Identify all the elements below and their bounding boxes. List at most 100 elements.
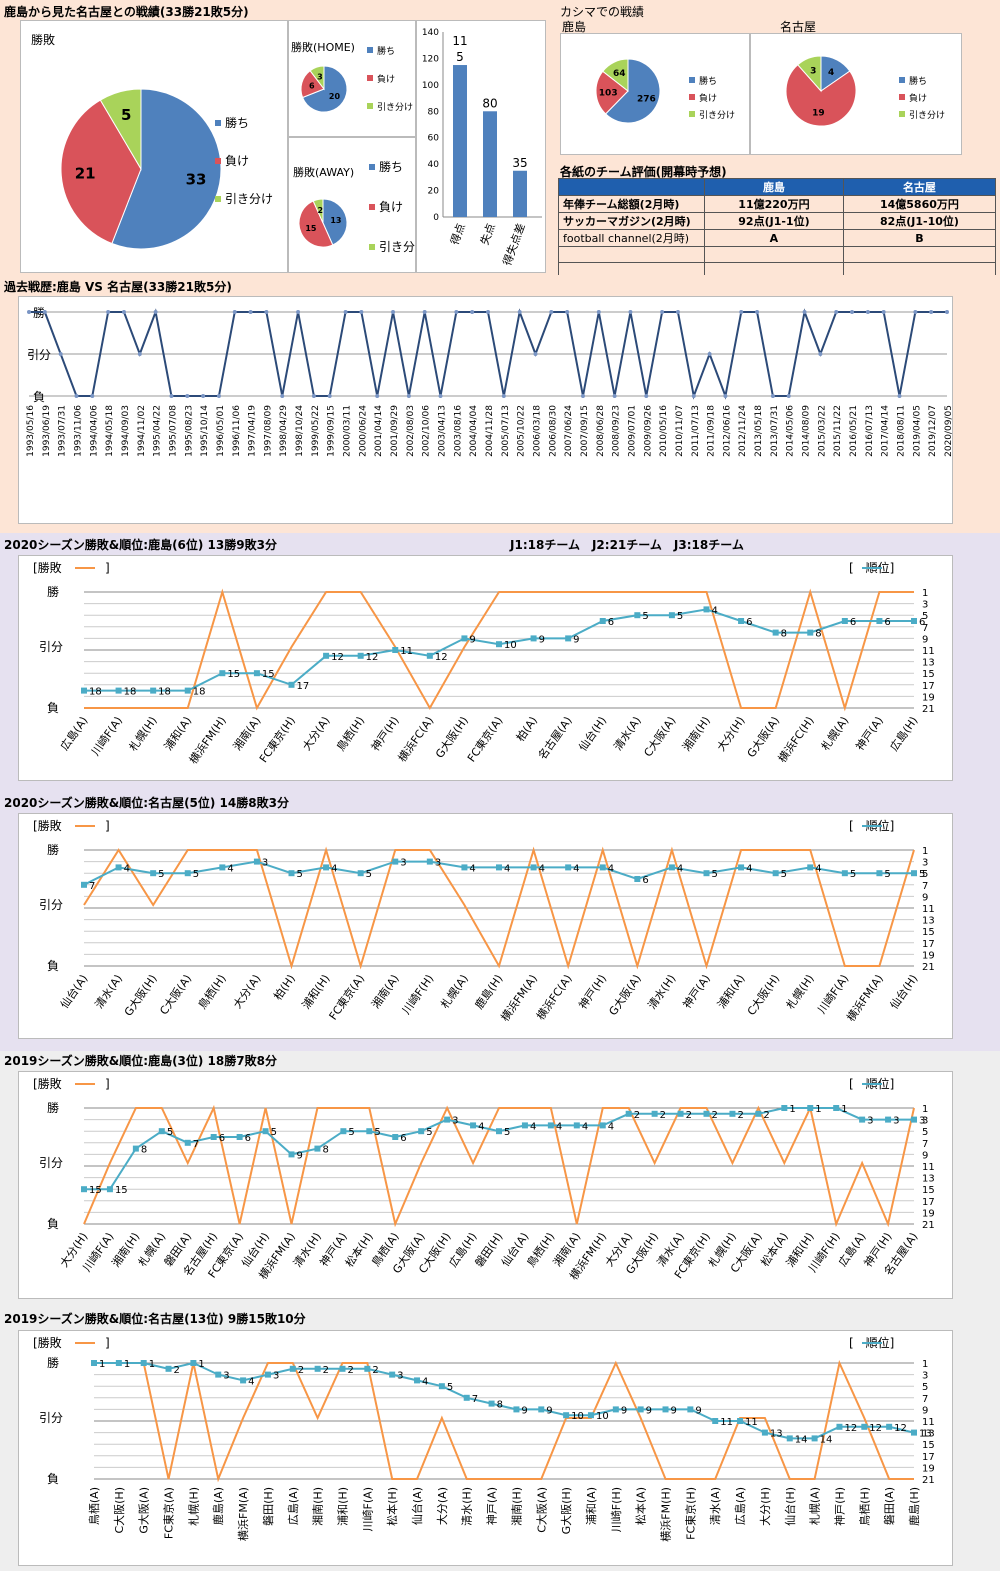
pie-slice-label: 20	[329, 92, 341, 101]
pie-slice	[301, 65, 348, 113]
rank-point	[444, 1116, 451, 1123]
rank-data-label: 8	[322, 1145, 328, 1156]
category-label: 柏(H)	[271, 972, 298, 1003]
eval-cell: A	[704, 229, 844, 247]
category-label: G大阪(H)	[121, 972, 160, 1019]
category-label: 広島(A)	[57, 714, 90, 753]
rank-data-label: 1	[149, 1359, 155, 1370]
legend-label: 負け	[377, 73, 395, 85]
legend-result-label: [勝敗	[33, 1076, 62, 1091]
evaluation-table: 鹿島 名古屋 年俸チーム総額(2月時) 11億220万円 14億5860万円 サッカーマ…	[558, 178, 997, 279]
pie-slice	[595, 70, 629, 115]
rank-data-label: 10	[596, 1411, 609, 1422]
rank-data-label: 6	[642, 875, 648, 886]
history-point	[106, 310, 111, 314]
rank-data-label: 15	[227, 669, 240, 680]
rank-tick: 1	[922, 588, 928, 599]
result-line	[84, 588, 914, 712]
rank-point	[886, 1423, 893, 1430]
category-label: 浦和(H)	[300, 972, 333, 1011]
legend-swatch	[689, 111, 695, 117]
rank-data-label: 8	[781, 629, 787, 640]
legend-swatch	[367, 47, 373, 53]
rank-data-label: 6	[400, 1133, 406, 1144]
rank-data-label: 17	[297, 681, 310, 692]
legend-swatch	[215, 120, 221, 126]
rank-point	[859, 1116, 866, 1123]
rank-point	[530, 635, 537, 642]
category-label: 広島(H)	[887, 714, 921, 754]
category-label: 神戸(A)	[680, 972, 713, 1011]
goals-bar	[513, 170, 527, 217]
rank-point	[772, 629, 779, 636]
category-label: 名古屋(A)	[535, 714, 575, 762]
rank-point	[911, 870, 917, 877]
league-note: J1:18チーム J2:21チーム J3:18チーム	[510, 538, 744, 552]
rank-point	[496, 864, 502, 871]
pie-slice-label: 276	[637, 94, 656, 104]
legend-swatch	[899, 77, 905, 83]
pie-slice	[309, 65, 325, 91]
history-date-label: 2008/06/28	[596, 405, 606, 457]
rank-point	[885, 1116, 892, 1123]
category-label: 大分(H)	[758, 1487, 772, 1526]
category-label: 鹿島(H)	[472, 972, 506, 1012]
category-label: 横浜FC(A)	[533, 972, 574, 1023]
rank-data-label: 6	[919, 617, 925, 628]
rank-point	[625, 1110, 632, 1117]
history-date-label: 2007/09/15	[580, 405, 590, 457]
goals-bar-label: 35	[512, 156, 527, 170]
rank-point	[703, 1110, 710, 1117]
history-date-label: 1993/06/19	[42, 405, 52, 457]
rank-point	[364, 1365, 371, 1372]
legend-swatch	[215, 196, 221, 202]
category-label: 川崎F(A)	[88, 714, 125, 758]
rank-point	[253, 858, 260, 865]
summary-title: 鹿島から見た名古屋との戦績(33勝21敗5分)	[4, 5, 249, 19]
rank-data-label: 2	[737, 1110, 743, 1121]
history-point	[42, 310, 47, 314]
category-label: 仙台(H)	[575, 714, 609, 754]
history-point	[296, 310, 301, 314]
rank-data-label: 6	[219, 1133, 225, 1144]
category-label: 柏(A)	[513, 714, 540, 744]
pie-slice	[298, 200, 334, 248]
pie-slice-label: 6	[309, 81, 315, 90]
eval-cell: 82点(J1-10位)	[842, 212, 997, 230]
rank-tick: 3	[922, 1116, 928, 1127]
history-point	[660, 310, 665, 314]
rank-tick: 9	[922, 634, 928, 645]
rank-data-label: 1	[815, 1104, 821, 1115]
rank-point	[115, 1360, 122, 1366]
rank-point	[563, 1412, 570, 1419]
rank-data-label: 9	[671, 1405, 677, 1416]
eval-cell: B	[842, 229, 997, 247]
history-date-label: 2006/08/30	[548, 405, 558, 457]
category-label: G大阪(H)	[559, 1487, 573, 1534]
rank-data-label: 4	[539, 863, 545, 874]
legend-label: 負け	[909, 92, 927, 104]
rank-point	[392, 647, 399, 653]
category-label: 松本(A)	[634, 1487, 648, 1525]
legend-label: 引き分け	[225, 192, 273, 206]
result-line	[83, 1104, 915, 1228]
rank-point	[184, 870, 191, 877]
category-label: 浦和(A)	[585, 1487, 598, 1525]
history-point	[786, 394, 791, 398]
rank-data-label: 7	[89, 881, 95, 892]
nagoya-2019-panel: [勝敗][ 順位] 1 3 5 7 9 11 13 15 17 19 21 勝引分負 1 1 1 2 1 3 4 3 2 2…	[18, 1330, 953, 1566]
rank-data-label: 3	[223, 1371, 229, 1382]
history-point	[913, 310, 918, 314]
rank-data-label: 3	[452, 1116, 458, 1127]
rank-data-label: 2	[763, 1110, 769, 1121]
history-point	[185, 394, 190, 398]
legend-result-close: ]	[105, 561, 110, 575]
rank-data-label: 5	[348, 1127, 354, 1138]
rank-data-label: 9	[646, 1405, 652, 1416]
main-pie-title: 勝敗	[31, 33, 56, 47]
category-label: C大阪(H)	[744, 972, 782, 1018]
history-date-label: 2005/07/13	[501, 405, 511, 457]
